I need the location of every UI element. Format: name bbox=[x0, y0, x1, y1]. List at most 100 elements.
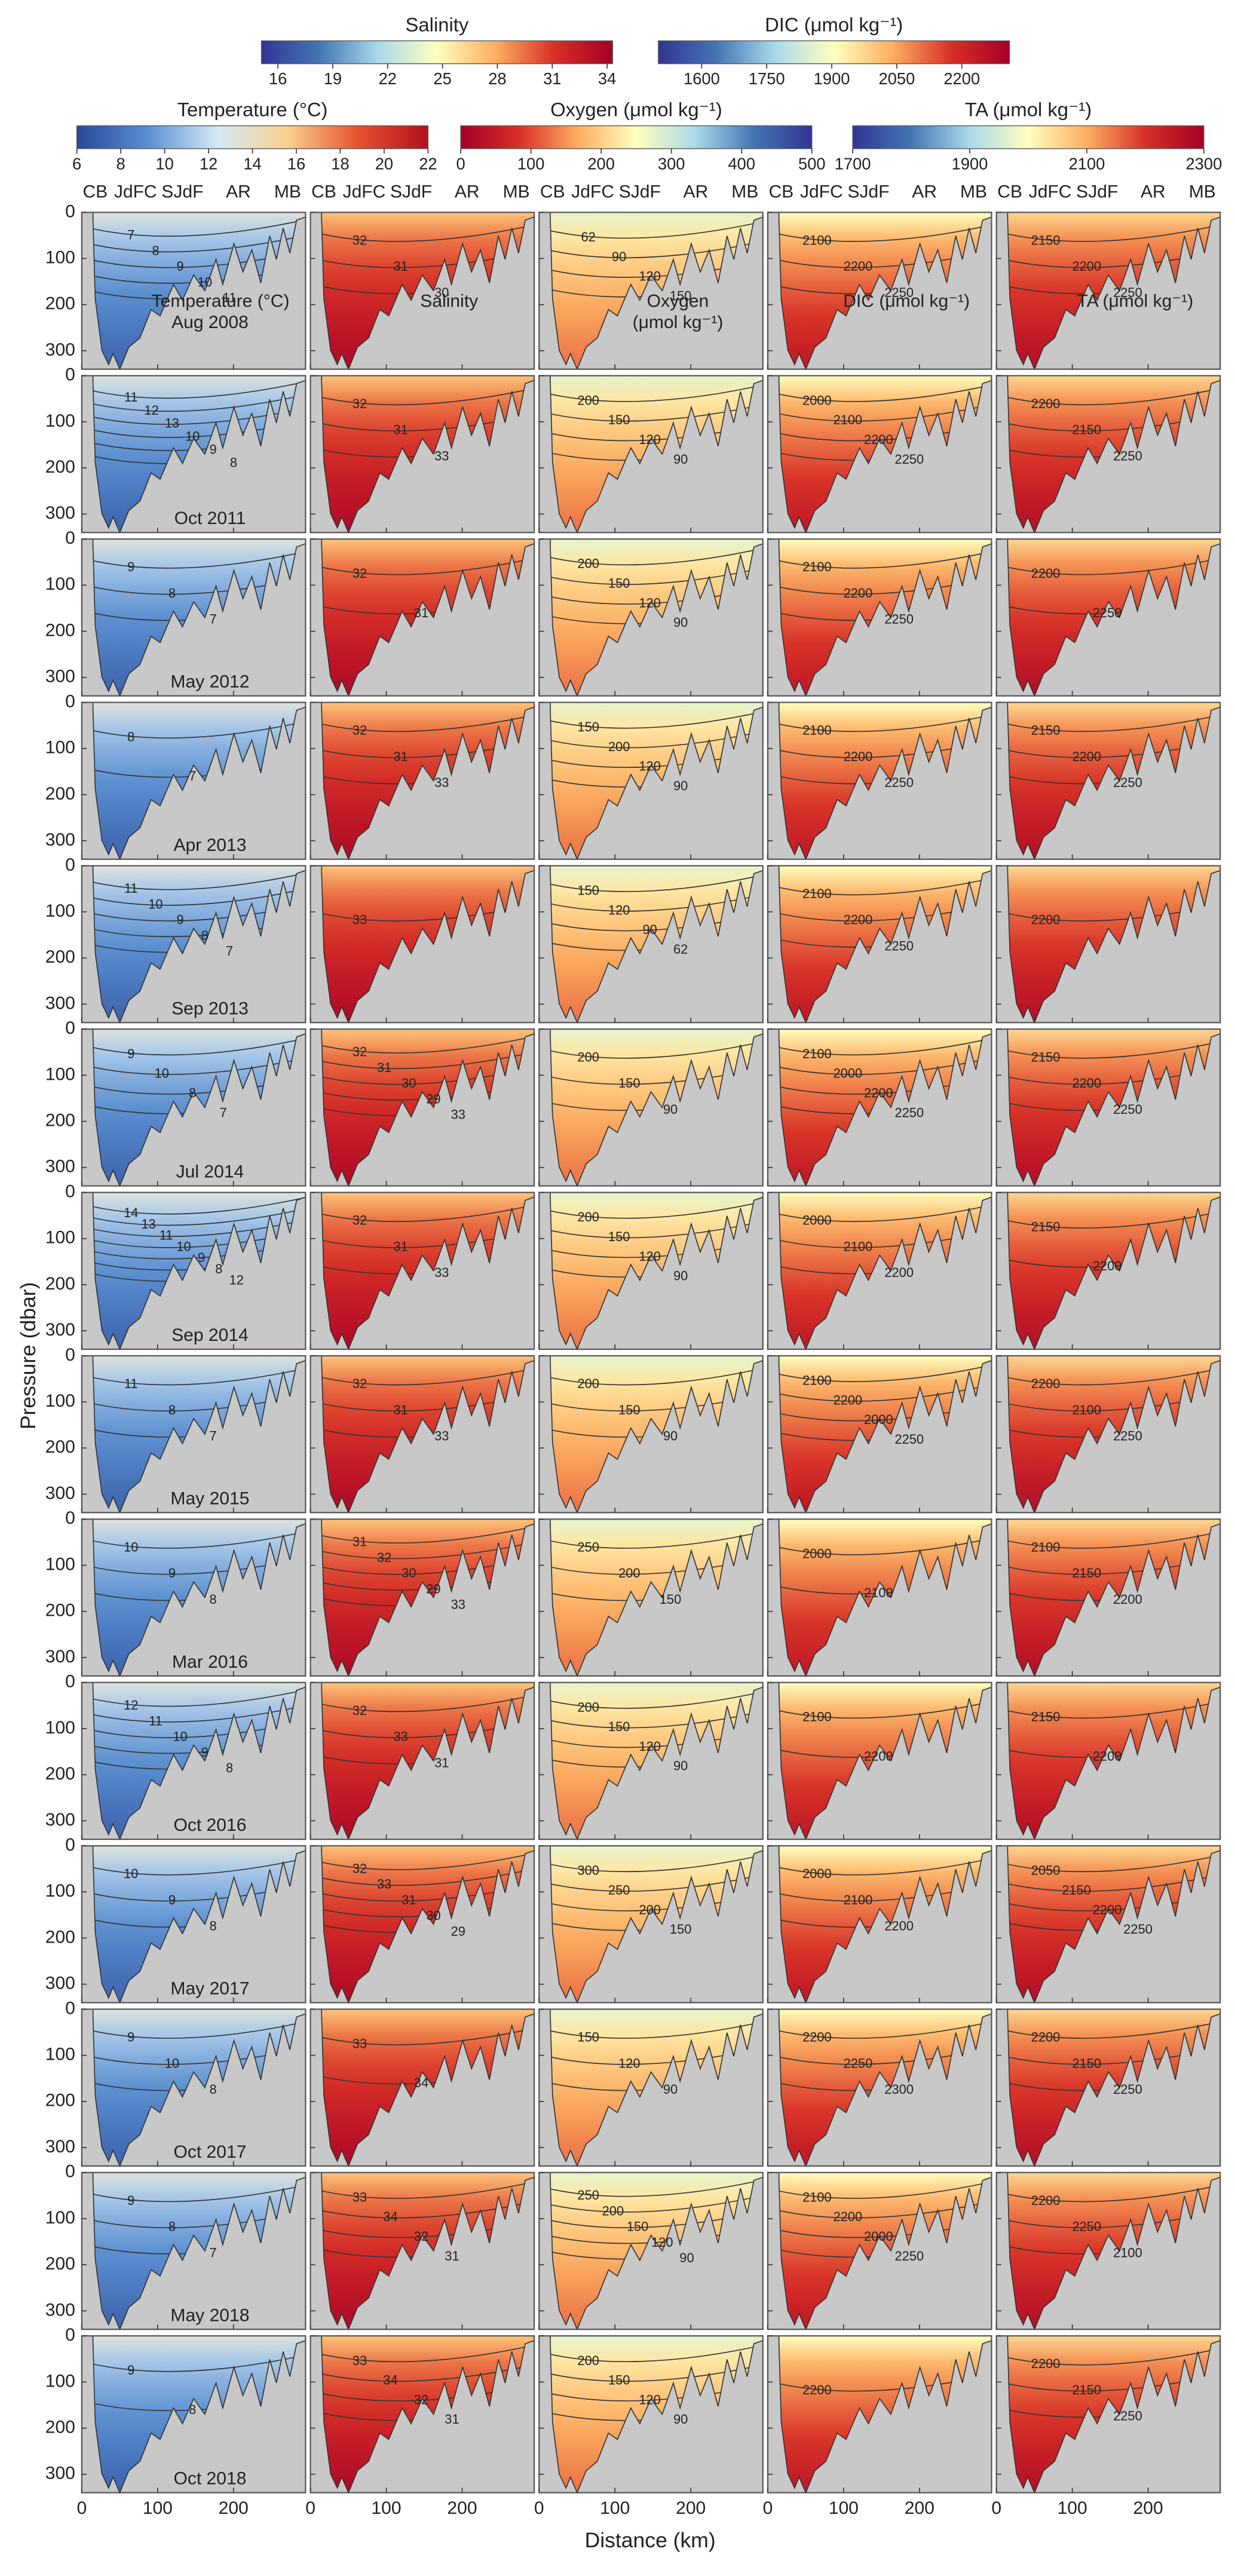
contour-line bbox=[996, 714, 1221, 732]
panel-frame bbox=[309, 2008, 535, 2167]
y-tick-label: 0 bbox=[65, 528, 75, 548]
panel-frame bbox=[309, 2335, 535, 2494]
y-tick-label: 100 bbox=[45, 411, 75, 431]
contour-label: 2200 bbox=[1031, 2193, 1061, 2208]
colorbar-tick-label: 34 bbox=[598, 69, 616, 88]
section-label: AR bbox=[226, 182, 251, 202]
bathymetry bbox=[309, 1518, 535, 1677]
contour-label: 2100 bbox=[833, 412, 863, 427]
contour-label: 2200 bbox=[1093, 1748, 1122, 1763]
bathymetry bbox=[538, 375, 764, 534]
contour-line bbox=[81, 1208, 306, 1226]
contour-label: 30 bbox=[402, 1566, 416, 1580]
contour-label: 11 bbox=[124, 1376, 138, 1391]
contour-line bbox=[767, 1364, 992, 1382]
contour-line bbox=[539, 1691, 763, 1709]
x-tick-label: 0 bbox=[76, 2498, 87, 2518]
contour-label: 2250 bbox=[884, 612, 914, 627]
contour-line bbox=[310, 387, 535, 406]
bathymetry bbox=[309, 1191, 535, 1351]
panel-label: DIC (μmol kg⁻¹) bbox=[843, 292, 970, 311]
contour-line bbox=[996, 2348, 1221, 2366]
section-label: MB bbox=[960, 182, 987, 202]
contour-line bbox=[81, 872, 306, 890]
contour-label: 32 bbox=[353, 1376, 367, 1391]
contour-label: 2250 bbox=[884, 938, 914, 953]
contour-label: 2200 bbox=[844, 259, 873, 274]
contour-line bbox=[996, 2184, 1221, 2203]
bathymetry bbox=[767, 2335, 992, 2494]
contour-label: 11 bbox=[124, 390, 138, 405]
contour-line bbox=[539, 2344, 763, 2363]
y-tick-label: 200 bbox=[45, 2091, 75, 2111]
contour-label: 8 bbox=[189, 1085, 196, 1100]
contour-line bbox=[539, 1041, 763, 1059]
colorbar-tick-label: 31 bbox=[543, 69, 561, 88]
contour-line bbox=[310, 1036, 535, 1053]
x-tick-label: 0 bbox=[534, 2498, 544, 2518]
contour-label: 120 bbox=[639, 269, 660, 284]
panel-frame bbox=[538, 375, 764, 534]
contour-label: 2200 bbox=[844, 912, 873, 927]
panel-frame bbox=[309, 1028, 535, 1187]
contour-label: 7 bbox=[127, 228, 134, 243]
contour-label: 32 bbox=[353, 1861, 367, 1876]
contour-label: 2150 bbox=[1072, 1566, 1101, 1580]
contour-label: 90 bbox=[673, 1759, 688, 1774]
y-tick-label: 300 bbox=[45, 2300, 75, 2320]
contour-label: 150 bbox=[608, 2373, 630, 2388]
contour-label: 200 bbox=[602, 2203, 624, 2218]
panel-frame bbox=[81, 2335, 307, 2494]
section-label: SJdF bbox=[161, 182, 203, 202]
contour-label: 120 bbox=[618, 2056, 640, 2070]
y-tick-label: 300 bbox=[45, 1483, 75, 1503]
panel-frame bbox=[538, 212, 764, 370]
contour-label: 2250 bbox=[895, 2249, 924, 2263]
contour-label: 11 bbox=[124, 881, 138, 896]
bathymetry bbox=[538, 538, 764, 697]
contour-label: 2200 bbox=[884, 1919, 914, 1934]
contour-label: 150 bbox=[618, 1076, 640, 1091]
contour-label: 9 bbox=[198, 1250, 205, 1265]
contour-line bbox=[767, 2181, 992, 2199]
colorbar-tick-label: 2100 bbox=[1069, 154, 1105, 173]
contour-label: 33 bbox=[377, 1877, 391, 1892]
contour-label: 31 bbox=[393, 1239, 407, 1254]
contour-label: 2100 bbox=[844, 1892, 873, 1907]
section-label: AR bbox=[684, 182, 709, 202]
panel-frame bbox=[538, 1681, 764, 1840]
y-tick-label: 100 bbox=[45, 2208, 75, 2228]
panel-frame bbox=[81, 2171, 307, 2330]
contour-line bbox=[539, 547, 763, 566]
contour-label: 31 bbox=[393, 422, 407, 437]
colorbar bbox=[658, 40, 1010, 65]
contour-label: 62 bbox=[581, 229, 596, 244]
contour-label: 33 bbox=[451, 1597, 465, 1612]
bathymetry bbox=[767, 865, 992, 1024]
colorbar-tick-label: 100 bbox=[517, 154, 545, 173]
contour-label: 8 bbox=[168, 586, 176, 601]
panel-frame bbox=[81, 212, 307, 370]
contour-label: 2250 bbox=[1123, 1922, 1153, 1937]
contour-label: 12 bbox=[229, 1273, 244, 1288]
contour-line bbox=[767, 2021, 992, 2039]
contour-line bbox=[539, 1531, 763, 1549]
panel-label: Oxygen bbox=[647, 292, 709, 311]
contour-label: 31 bbox=[393, 259, 407, 274]
contour-line bbox=[539, 1201, 763, 1219]
section-label: JdFC bbox=[571, 182, 614, 202]
x-tick-label: 0 bbox=[991, 2498, 1001, 2518]
contour-label: 9 bbox=[209, 442, 216, 457]
panel-frame bbox=[538, 2171, 764, 2330]
contour-label: 10 bbox=[124, 1539, 138, 1554]
contour-label: 120 bbox=[639, 1249, 660, 1264]
y-tick-label: 200 bbox=[45, 1927, 75, 1947]
panel-frame bbox=[767, 865, 992, 1024]
contour-label: 2200 bbox=[1031, 2030, 1061, 2045]
contour-label: 200 bbox=[577, 393, 599, 408]
x-tick-label: 100 bbox=[600, 2498, 630, 2518]
section-label: JdFC bbox=[343, 182, 386, 202]
bathymetry bbox=[995, 2335, 1221, 2494]
bathymetry bbox=[767, 375, 992, 534]
